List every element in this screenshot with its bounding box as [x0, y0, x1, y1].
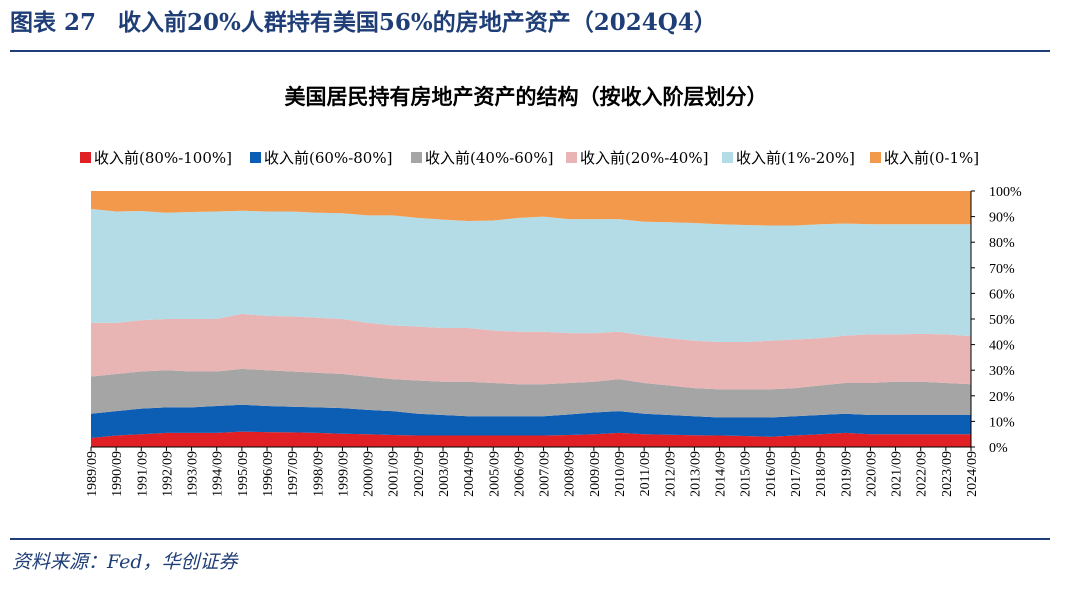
x-tick-label: 2008/09 — [563, 451, 578, 497]
x-tick-label: 1993/09 — [186, 451, 201, 497]
x-tick-label: 2021/09 — [890, 451, 905, 497]
y-tick-label: 60% — [989, 287, 1015, 302]
y-tick-label: 40% — [989, 339, 1015, 354]
y-axis: 0% 10% 20% 30% 40% 50% 60% 70% 80% 90% 100% — [970, 185, 1022, 456]
x-tick-label: 2022/09 — [915, 451, 930, 497]
x-tick-label: 1997/09 — [286, 451, 301, 497]
legend-label-1: 收入前(80%-100%] — [94, 149, 232, 167]
legend-label-2: 收入前(60%-80%] — [264, 149, 392, 167]
figure-title: 收入前20%人群持有美国56%的房地产资产（2024Q4） — [118, 9, 717, 36]
area-series-4 — [91, 313, 971, 390]
legend-label-3: 收入前(40%-60%] — [425, 149, 553, 167]
legend-label-5: 收入前(1%-20%] — [736, 149, 855, 167]
x-tick-label: 2012/09 — [663, 451, 678, 497]
x-tick-label: 2018/09 — [814, 451, 829, 497]
x-tick-label: 1999/09 — [336, 451, 351, 497]
top-divider — [10, 50, 1050, 52]
x-axis: 1989/09 1990/09 1991/09 1992/09 1993/09 1994/… — [85, 446, 980, 497]
source-note: 资料来源：Fed，华创证券 — [12, 551, 238, 573]
x-tick-label: 1991/09 — [135, 451, 150, 497]
legend-label-4: 收入前(20%-40%] — [580, 149, 708, 167]
y-tick-label: 10% — [989, 415, 1015, 430]
x-tick-label: 2009/09 — [588, 451, 603, 497]
x-tick-label: 2017/09 — [789, 451, 804, 497]
x-tick-label: 2000/09 — [362, 451, 377, 497]
y-tick-label: 30% — [989, 364, 1015, 379]
legend-label-6: 收入前(0-1%] — [884, 149, 979, 167]
legend-swatch-1 — [80, 152, 91, 163]
x-tick-label: 2016/09 — [764, 451, 779, 497]
stacked-area-chart: 美国居民持有房地产资产的结构（按收入阶层划分） 收入前(80%-100%] 收入前… — [80, 84, 1022, 497]
y-tick-label: 0% — [989, 441, 1008, 456]
legend-swatch-5 — [722, 152, 733, 163]
legend: 收入前(80%-100%] 收入前(60%-80%] 收入前(40%-60%] 收入前… — [80, 149, 979, 167]
x-tick-label: 2023/09 — [940, 451, 955, 497]
x-tick-label: 2020/09 — [864, 451, 879, 497]
x-tick-label: 2015/09 — [739, 451, 754, 497]
figure-title-row: 图表 27 收入前20%人群持有美国56%的房地产资产（2024Q4） — [10, 6, 1050, 40]
x-tick-label: 2002/09 — [412, 451, 427, 497]
figure-label: 图表 27 — [10, 9, 97, 36]
x-tick-label: 2006/09 — [512, 451, 527, 497]
x-tick-label: 2003/09 — [437, 451, 452, 497]
x-tick-label: 2019/09 — [839, 451, 854, 497]
x-tick-label: 1994/09 — [211, 451, 226, 497]
plot-areas — [91, 191, 971, 447]
y-tick-label: 70% — [989, 262, 1015, 277]
area-series-5 — [91, 208, 971, 343]
area-series-1 — [91, 431, 971, 447]
y-tick-label: 50% — [989, 313, 1015, 328]
area-series-3 — [91, 368, 971, 418]
y-tick-label: 20% — [989, 390, 1015, 405]
x-tick-label: 2001/09 — [387, 451, 402, 497]
x-tick-label: 2011/09 — [638, 451, 653, 496]
y-tick-label: 80% — [989, 236, 1015, 251]
x-tick-label: 1996/09 — [261, 451, 276, 497]
legend-swatch-3 — [411, 152, 422, 163]
area-series-2 — [91, 404, 971, 439]
x-tick-label: 1995/09 — [236, 451, 251, 497]
x-tick-label: 2013/09 — [688, 451, 703, 497]
legend-swatch-6 — [870, 152, 881, 163]
chart-title: 美国居民持有房地产资产的结构（按收入阶层划分） — [285, 84, 768, 109]
y-tick-label: 100% — [989, 185, 1022, 200]
x-tick-label: 1990/09 — [110, 451, 125, 497]
x-tick-label: 1998/09 — [311, 451, 326, 497]
x-tick-label: 2010/09 — [613, 451, 628, 497]
y-tick-label: 90% — [989, 211, 1015, 226]
x-tick-label: 2007/09 — [538, 451, 553, 497]
area-series-6 — [91, 191, 971, 226]
bottom-divider — [10, 538, 1050, 540]
legend-swatch-2 — [250, 152, 261, 163]
x-tick-label: 2004/09 — [462, 451, 477, 497]
x-tick-label: 1989/09 — [85, 451, 100, 497]
x-tick-label: 2005/09 — [487, 451, 502, 497]
x-tick-label: 1992/09 — [160, 451, 175, 497]
legend-swatch-4 — [566, 152, 577, 163]
x-tick-label: 2014/09 — [714, 451, 729, 497]
x-tick-label: 2024/09 — [965, 451, 980, 497]
